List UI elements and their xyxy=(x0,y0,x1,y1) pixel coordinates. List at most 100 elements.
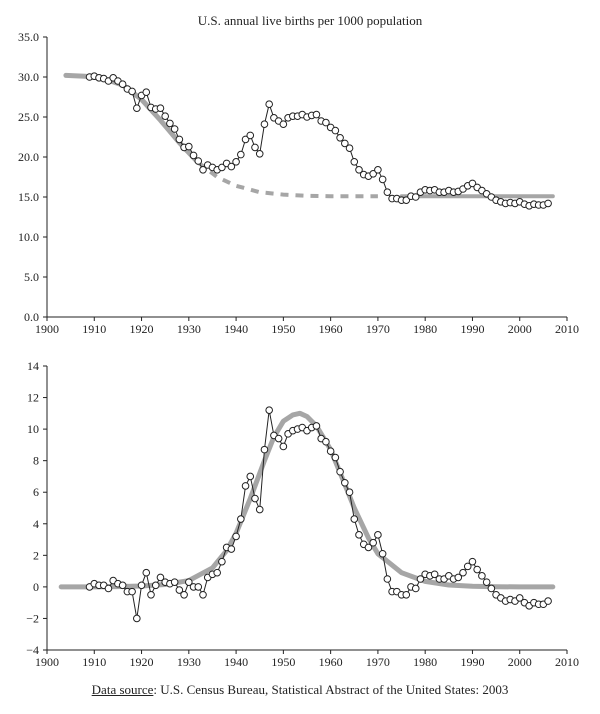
data-point xyxy=(482,578,491,586)
y-tick-label: 0 xyxy=(33,580,39,594)
x-tick-label: 2000 xyxy=(508,655,532,669)
data-point xyxy=(274,434,283,443)
x-tick-label: 2010 xyxy=(555,322,579,336)
x-tick-label: 1930 xyxy=(177,655,201,669)
data-point xyxy=(473,565,481,574)
data-point xyxy=(350,158,359,166)
data-point xyxy=(322,118,330,127)
x-tick-label: 1910 xyxy=(82,322,106,336)
x-tick-label: 1970 xyxy=(366,655,390,669)
data-point xyxy=(345,144,354,152)
data-point xyxy=(326,447,335,456)
data-point xyxy=(156,104,165,112)
data-point xyxy=(213,568,221,577)
data-point xyxy=(355,531,363,539)
data-source-label: Data source xyxy=(91,682,154,697)
data-point xyxy=(251,143,259,152)
data-point xyxy=(142,568,151,577)
x-tick-label: 1980 xyxy=(413,322,437,336)
y-tick-label: 4 xyxy=(33,517,39,531)
data-point xyxy=(355,166,363,174)
data-point xyxy=(402,196,411,204)
data-point xyxy=(232,158,240,166)
data-point xyxy=(218,163,226,172)
data-point xyxy=(133,104,141,112)
y-tick-label: 2 xyxy=(33,548,39,562)
data-point xyxy=(331,453,340,462)
x-tick-label: 1990 xyxy=(460,655,484,669)
data-point xyxy=(118,80,127,88)
data-point xyxy=(374,531,382,539)
data-point xyxy=(255,505,264,514)
data-point xyxy=(383,188,392,196)
data-point xyxy=(175,135,184,144)
y-tick-label: 30.0 xyxy=(18,70,39,84)
data-point xyxy=(378,549,387,558)
data-point xyxy=(128,587,136,596)
data-point xyxy=(241,135,250,144)
data-point xyxy=(161,112,169,120)
data-point xyxy=(374,166,382,174)
y-tick-label: 15.0 xyxy=(18,190,39,204)
data-point xyxy=(430,570,439,579)
data-point xyxy=(336,467,344,476)
data-point xyxy=(237,150,245,159)
x-tick-label: 1920 xyxy=(130,322,154,336)
data-source-text: : U.S. Census Bureau, Statistical Abstra… xyxy=(153,682,509,697)
data-point xyxy=(194,583,203,591)
data-point xyxy=(260,445,269,454)
data-point xyxy=(265,406,273,414)
data-point xyxy=(199,590,207,599)
data-point xyxy=(118,581,127,590)
data-point xyxy=(251,494,259,503)
data-point xyxy=(128,87,136,96)
data-point xyxy=(341,478,349,487)
data-point xyxy=(104,584,113,593)
data-point xyxy=(246,472,255,481)
data-point xyxy=(279,442,288,451)
data-point xyxy=(454,573,463,582)
data-point xyxy=(411,584,420,593)
top-chart-birth-rate: U.S. annual live births per 1000 populat… xyxy=(18,13,579,336)
bottom-chart-deviation: 1900 1910 1920 1930 1940 1950 1960 1970 1980 1990… xyxy=(26,359,579,669)
data-point xyxy=(227,545,236,553)
data-point xyxy=(515,594,524,602)
data-point xyxy=(322,437,330,446)
fit-curve-dashed xyxy=(197,161,378,199)
data-point xyxy=(459,568,467,577)
data-point xyxy=(544,199,552,208)
data-point xyxy=(133,614,141,623)
data-point xyxy=(416,575,425,583)
y-tick-label: 8 xyxy=(33,454,39,468)
data-point xyxy=(255,150,264,158)
y-tick-label: 10.0 xyxy=(18,230,39,244)
y-tick-label: 35.0 xyxy=(18,30,39,44)
x-tick-label: 1960 xyxy=(319,322,343,336)
x-tick-label: 2000 xyxy=(508,322,532,336)
x-tick-label: 1990 xyxy=(460,322,484,336)
data-point xyxy=(241,482,250,490)
data-point xyxy=(487,584,496,593)
data-point xyxy=(237,515,245,523)
data-point xyxy=(478,572,486,580)
data-point xyxy=(194,157,203,165)
data-point xyxy=(151,581,160,590)
y-tick-label: 5.0 xyxy=(24,270,39,284)
data-point xyxy=(142,88,151,96)
data-point xyxy=(468,179,477,188)
x-tick-label: 1950 xyxy=(271,322,295,336)
x-tick-label: 2010 xyxy=(555,655,579,669)
x-tick-label: 1930 xyxy=(177,322,201,336)
x-tick-label: 1960 xyxy=(319,655,343,669)
data-point xyxy=(260,120,269,128)
data-point xyxy=(227,162,236,171)
data-point xyxy=(544,597,552,605)
data-point xyxy=(312,422,321,430)
data-point xyxy=(312,110,321,119)
data-source-note: Data source: U.S. Census Bureau, Statist… xyxy=(0,682,600,698)
data-point xyxy=(279,120,288,128)
data-point xyxy=(378,175,387,184)
data-point xyxy=(246,131,255,140)
data-point xyxy=(402,590,411,599)
